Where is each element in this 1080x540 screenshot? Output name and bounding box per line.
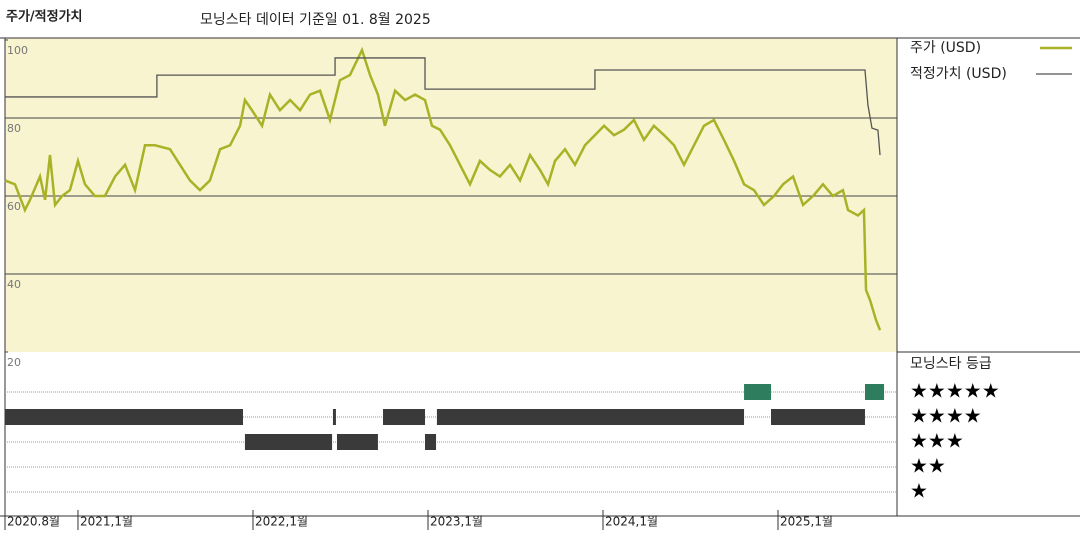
rating-bar xyxy=(864,384,885,400)
rating-bar xyxy=(5,409,244,425)
y-tick-label: 20 xyxy=(7,356,21,369)
rating-title: 모닝스타 등급 xyxy=(910,356,992,372)
y-tick-label: 100 xyxy=(7,44,28,57)
x-tick-label: 2022,1월 xyxy=(255,515,308,529)
chart-title: 주가/적정가치 xyxy=(6,9,83,25)
x-tick-label: 2021,1월 xyxy=(80,515,133,529)
series-line xyxy=(4,46,882,331)
legend-label: 적정가치 (USD) xyxy=(910,66,1007,82)
rating-label: ★★★ xyxy=(910,429,964,453)
chart-subtitle: 모닝스타 데이터 기준일 01. 8월 2025 xyxy=(200,12,431,28)
x-tick-label: 2024,1월 xyxy=(605,515,658,529)
legend-label: 주가 (USD) xyxy=(910,40,981,56)
rating-bar xyxy=(436,409,745,425)
rating-bar xyxy=(244,434,333,450)
rating-label: ★★ xyxy=(910,454,946,478)
y-tick-label: 60 xyxy=(7,200,21,213)
x-tick-label: 2020.8월 xyxy=(7,515,60,529)
rating-bar xyxy=(425,434,437,450)
y-tick-label: 80 xyxy=(7,122,21,135)
series-line xyxy=(5,57,881,156)
rating-bar xyxy=(383,409,426,425)
rating-bar xyxy=(770,409,865,425)
plot-background xyxy=(5,38,897,352)
rating-label: ★★★★★ xyxy=(910,379,1000,403)
x-tick-label: 2025,1월 xyxy=(780,515,833,529)
x-tick-label: 2023,1월 xyxy=(430,515,483,529)
rating-bar xyxy=(332,409,336,425)
rating-label: ★ xyxy=(910,479,928,503)
rating-label: ★★★★ xyxy=(910,404,982,428)
rating-bar xyxy=(744,384,771,400)
y-tick-label: 40 xyxy=(7,278,21,291)
rating-bar xyxy=(336,434,378,450)
